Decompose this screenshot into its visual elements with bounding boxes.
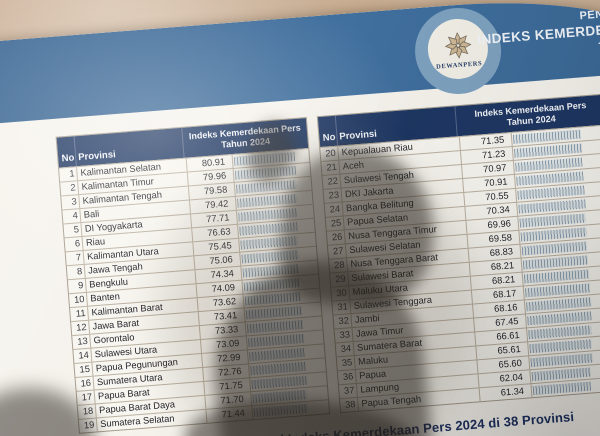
row-number: 10 — [68, 292, 88, 308]
row-number: 2 — [60, 181, 80, 196]
row-number: 11 — [70, 306, 90, 322]
row-number: 9 — [67, 278, 87, 294]
row-number: 15 — [74, 362, 94, 377]
index-bar — [239, 221, 298, 236]
row-number: 17 — [76, 390, 96, 405]
index-value: 71.44 — [206, 406, 254, 423]
table-body: 1 Kalimantan Selatan 80.91 2 Kalimantan Timu… — [59, 147, 330, 433]
row-number: 33 — [334, 328, 354, 343]
row-number: 29 — [330, 272, 350, 287]
row-number: 32 — [333, 314, 353, 329]
row-number: 25 — [325, 216, 345, 231]
row-number: 5 — [63, 223, 83, 238]
index-bar — [250, 361, 307, 376]
press-index-table-provinces-1-19: No Provinsi Indeks Kemerdekaan Pers Tahu… — [55, 117, 331, 434]
row-number: 4 — [62, 209, 82, 224]
row-number: 13 — [72, 334, 92, 350]
index-bar — [236, 193, 298, 208]
index-bar — [246, 319, 304, 334]
column-header-no: No — [317, 115, 339, 148]
column-header-no: No — [56, 136, 77, 168]
row-number: 12 — [71, 320, 91, 336]
index-bar — [252, 389, 308, 404]
index-bar — [245, 305, 303, 320]
row-number: 14 — [73, 348, 93, 364]
index-bar — [532, 381, 592, 396]
index-bar — [251, 375, 307, 390]
row-number: 38 — [340, 397, 360, 413]
index-bar — [238, 207, 298, 222]
row-number: 22 — [322, 174, 342, 189]
row-number: 24 — [324, 202, 344, 217]
row-number: 27 — [327, 244, 347, 259]
row-number: 3 — [61, 195, 81, 210]
index-bar — [240, 235, 299, 250]
row-number: 23 — [323, 188, 343, 203]
dewan-pers-logo: DEWANPERS — [425, 16, 491, 82]
index-tables: No Provinsi Indeks Kemerdekaan Pers Tahu… — [0, 89, 600, 436]
row-number: 19 — [78, 418, 98, 433]
row-number: 31 — [332, 300, 352, 315]
row-number: 18 — [77, 404, 97, 419]
row-number: 7 — [65, 250, 85, 266]
page-content: No Provinsi Indeks Kemerdekaan Pers Tahu… — [0, 89, 600, 436]
row-number: 8 — [66, 264, 86, 280]
row-number: 1 — [59, 167, 79, 182]
press-index-table-provinces-20-38: No Provinsi Indeks Kemerdekaan Pers Tahu… — [316, 93, 600, 414]
row-number: 30 — [331, 286, 351, 301]
index-bar — [244, 291, 302, 306]
row-number: 37 — [338, 383, 358, 399]
column-header-index-line2: Tahun 2024 — [506, 113, 556, 128]
index-bar — [234, 165, 297, 180]
row-number: 36 — [337, 369, 357, 385]
page-title: PEN INDEKS KEMERDE T — [476, 8, 600, 64]
index-bar — [242, 263, 300, 278]
index-bar — [531, 367, 591, 382]
page-header-band: DEWANPERS PEN INDEKS KEMERDE T — [0, 0, 600, 126]
index-bar — [235, 179, 297, 194]
index-bar — [249, 347, 306, 362]
row-number: 6 — [64, 236, 84, 252]
index-bar — [243, 277, 301, 292]
column-header-index-line2: Tahun 2024 — [220, 135, 271, 150]
row-number: 34 — [335, 342, 355, 357]
dewan-pers-emblem-icon — [444, 31, 471, 59]
table-body: 20 Kepualauan Riau 71.35 21 Aceh 71.23 22 Sulaw… — [320, 124, 600, 413]
row-number: 21 — [321, 160, 341, 175]
row-number: 20 — [320, 146, 340, 162]
row-number: 26 — [326, 230, 346, 245]
row-number: 35 — [336, 355, 356, 371]
index-bar — [253, 403, 309, 418]
index-value: 61.34 — [479, 384, 533, 402]
index-bar — [247, 333, 305, 348]
index-bar — [241, 249, 299, 264]
row-number: 28 — [329, 258, 349, 273]
row-number: 16 — [75, 376, 95, 391]
